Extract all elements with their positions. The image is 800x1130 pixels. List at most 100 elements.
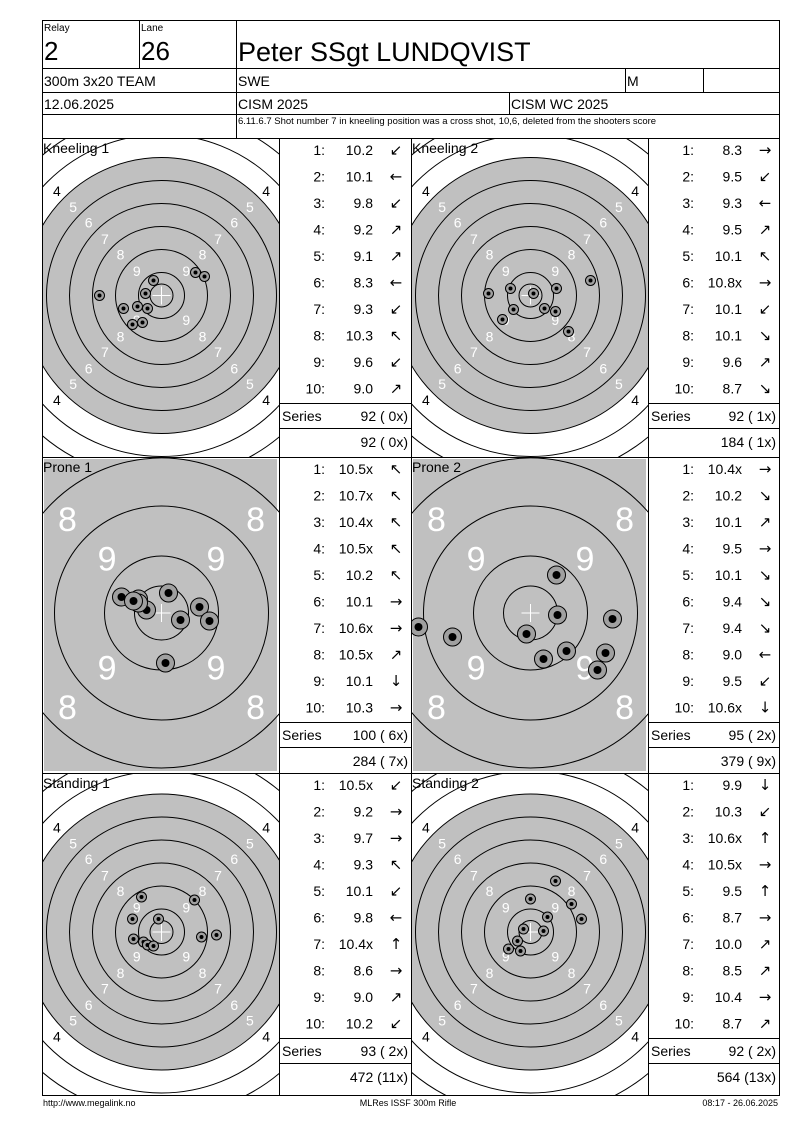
shot-hole-centre <box>131 937 136 941</box>
shot-score: 9.3 <box>354 857 374 873</box>
ring-label: 8 <box>486 329 494 345</box>
shot-score: 10.6x <box>708 700 742 716</box>
shot-score: 8.7 <box>723 381 743 397</box>
ring-label: 9 <box>98 649 117 687</box>
shot-score: 10.0 <box>715 936 742 952</box>
championship: CISM WC 2025 <box>511 96 608 112</box>
shot-direction: ↖ <box>390 540 403 558</box>
shot-direction: ← <box>759 194 772 212</box>
shot-score: 9.9 <box>723 777 743 793</box>
shot-number: 6: <box>313 910 325 926</box>
shot-direction: → <box>759 460 772 478</box>
shot-number: 5: <box>682 567 694 583</box>
shot-hole-centre <box>554 286 559 291</box>
ring-label: 9 <box>206 649 225 687</box>
shot-score: 10.5x <box>339 777 373 793</box>
shot-direction: ↙ <box>390 882 403 900</box>
shot-hole-centre <box>541 929 546 933</box>
ring-label: 9 <box>133 949 141 965</box>
shot-direction: ↖ <box>390 566 403 584</box>
ring-label: 8 <box>568 329 576 345</box>
ring-label: 9 <box>206 541 225 579</box>
ring-label: 8 <box>486 883 494 899</box>
shot-hole-centre <box>139 895 144 899</box>
shot-number: 7: <box>682 936 694 952</box>
shot-score: 9.4 <box>723 620 743 636</box>
panel-title: Kneeling 1 <box>43 140 109 156</box>
ring <box>138 908 185 956</box>
shot-score: 9.5 <box>723 673 743 689</box>
total-score: 564 (13x) <box>717 1069 776 1085</box>
shot-score: 10.1 <box>715 328 742 344</box>
ring-label: 8 <box>199 246 207 262</box>
ring-label: 8 <box>568 883 576 899</box>
ring-label: 4 <box>262 819 270 835</box>
ring-label: 7 <box>214 231 222 247</box>
shot-hole-centre <box>143 291 148 296</box>
panel-title: Standing 2 <box>412 775 479 791</box>
ring <box>54 505 269 721</box>
ring-label: 8 <box>117 883 125 899</box>
ring-label: 4 <box>422 819 430 835</box>
shot-score: 9.0 <box>354 989 374 1005</box>
shot-hole-centre <box>552 571 561 579</box>
shot-direction: ↘ <box>759 593 772 611</box>
header: Relay 2 Lane 26 Peter SSgt LUNDQVIST 300… <box>44 23 656 127</box>
ring <box>46 816 277 1048</box>
shot-score: 10.1 <box>346 594 373 610</box>
ring-label: 4 <box>262 392 270 408</box>
shot-number: 3: <box>313 195 325 211</box>
shot-direction: ↘ <box>759 327 772 345</box>
ring <box>438 203 623 388</box>
shot-number: 6: <box>682 594 694 610</box>
shot-hole-centre <box>130 917 135 921</box>
ring-label: 4 <box>262 183 270 199</box>
relay-label: Relay <box>44 23 70 34</box>
ring-label: 7 <box>470 981 478 997</box>
shot-number: 7: <box>313 620 325 636</box>
series-label: Series <box>651 1043 691 1059</box>
shot-number: 2: <box>682 488 694 504</box>
ring <box>415 816 646 1048</box>
shot-hole-centre <box>135 304 140 309</box>
series-score: 92 ( 1x) <box>729 408 776 424</box>
shot-direction: → <box>390 829 403 847</box>
ring <box>69 203 254 388</box>
ring-label: 7 <box>583 867 591 883</box>
ring-label: 8 <box>246 689 265 727</box>
footer-software: MLRes ISSF 300m Rifle <box>360 1098 457 1108</box>
shot-hole-centre <box>448 633 457 641</box>
ring <box>138 272 185 319</box>
shot-number: 3: <box>682 830 694 846</box>
ring-label: 5 <box>438 836 446 852</box>
shot-direction: ↘ <box>759 380 772 398</box>
shot-hole-centre <box>192 898 197 902</box>
total-score: 92 ( 0x) <box>361 434 408 450</box>
ring <box>415 180 646 411</box>
ring-label: 6 <box>599 215 607 231</box>
ring-label: 8 <box>615 501 634 539</box>
shot-direction: ↗ <box>390 646 403 664</box>
ring <box>507 908 554 956</box>
ring-label: 5 <box>246 376 254 392</box>
ring <box>134 585 189 641</box>
ring-label: 4 <box>631 819 639 835</box>
ring-label: 8 <box>199 329 207 345</box>
ring-label: 4 <box>422 1029 430 1045</box>
shot-number: 8: <box>313 328 325 344</box>
shot-direction: ↗ <box>759 1015 772 1033</box>
ring-label: 8 <box>486 965 494 981</box>
ring-label: 4 <box>422 183 430 199</box>
ring-label: 6 <box>230 215 238 231</box>
ring-label: 5 <box>69 836 77 852</box>
ring <box>411 793 648 1071</box>
shot-number: 9: <box>313 989 325 1005</box>
ring-label: 4 <box>631 183 639 199</box>
ring-label: 5 <box>69 199 77 215</box>
shot-direction: ↙ <box>390 776 403 794</box>
shot-number: 7: <box>313 301 325 317</box>
ring-label: 8 <box>615 689 634 727</box>
ring-label: 8 <box>117 246 125 262</box>
ring <box>411 138 648 457</box>
